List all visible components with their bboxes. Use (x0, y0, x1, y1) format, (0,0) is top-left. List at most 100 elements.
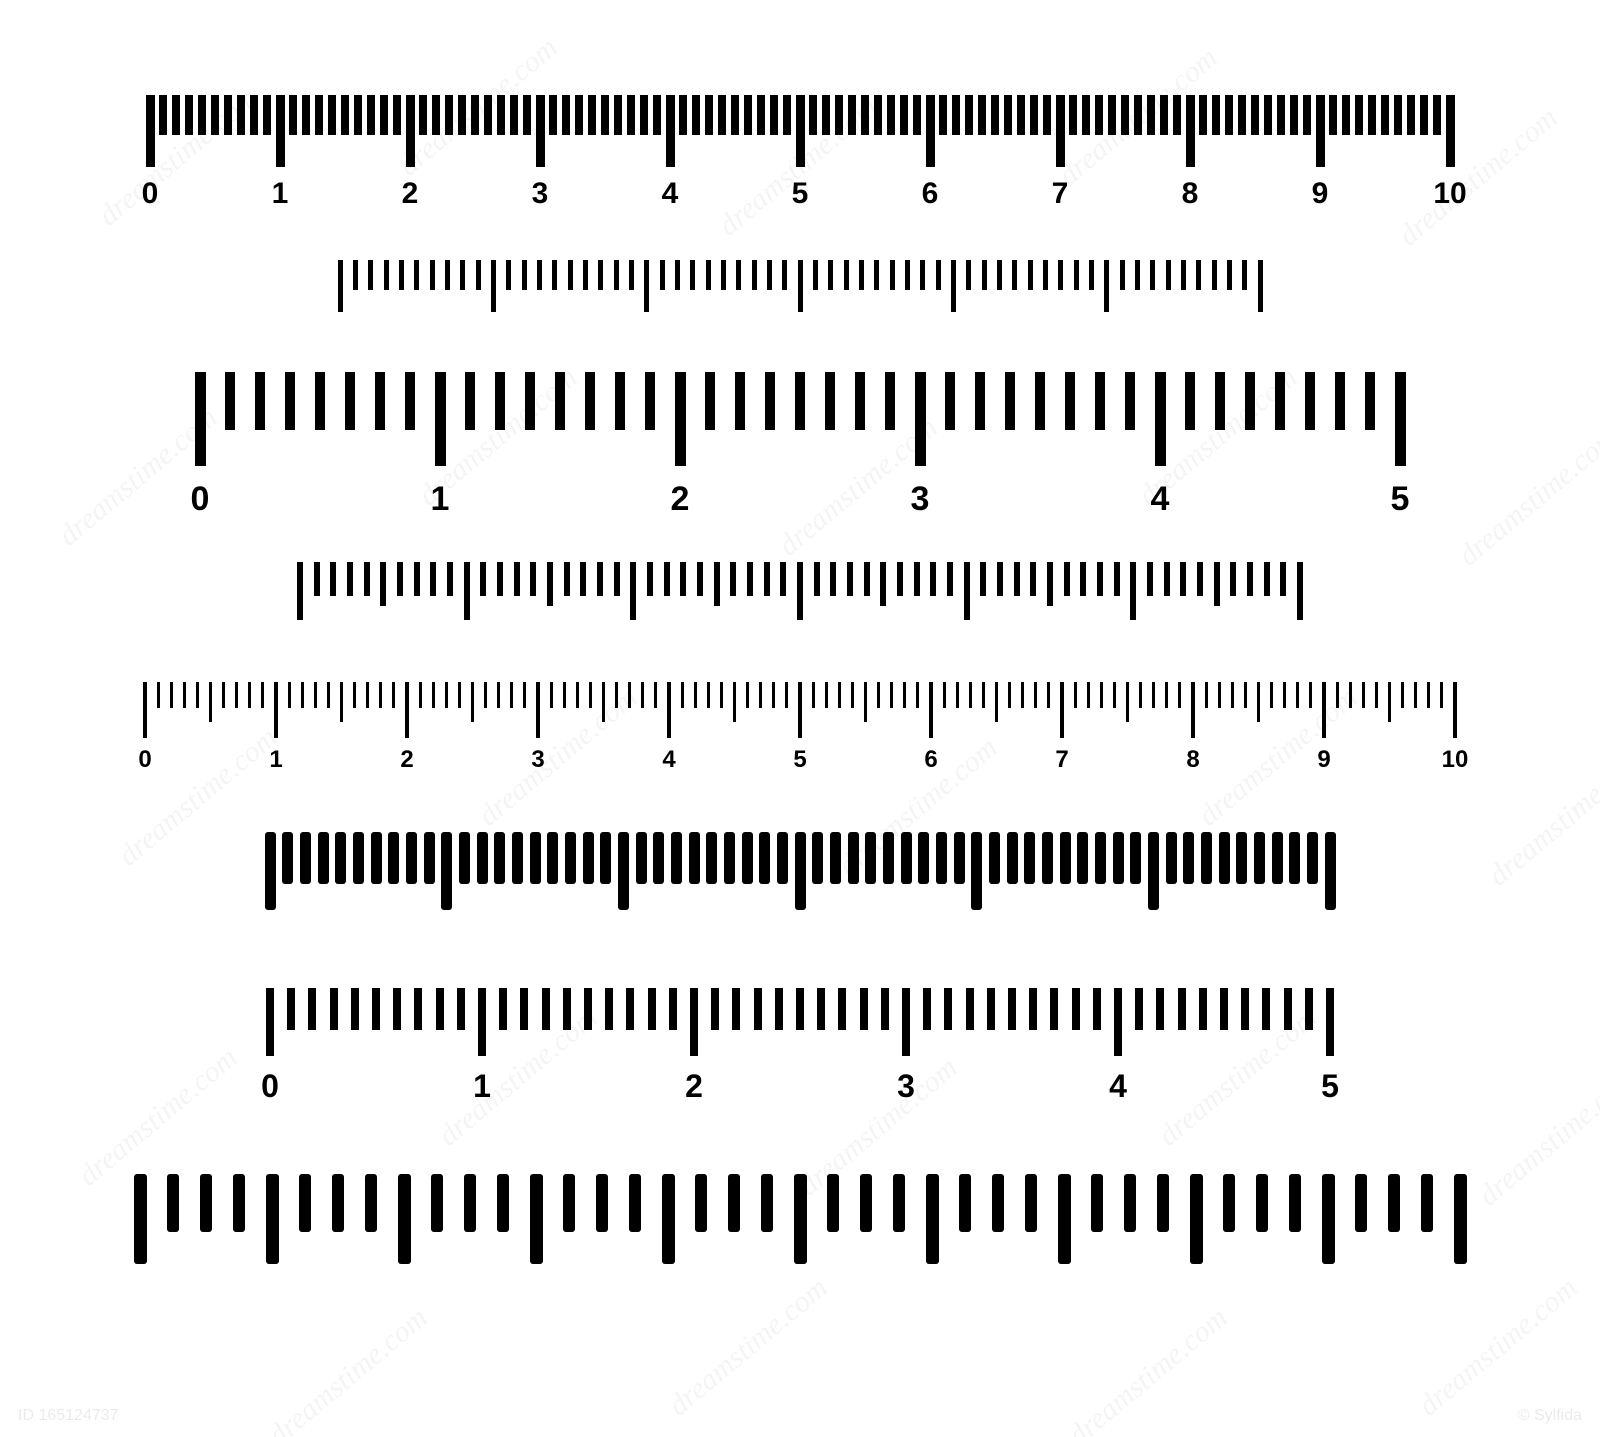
minor-tick (196, 682, 199, 708)
minor-tick (1362, 682, 1365, 708)
major-tick (1058, 1174, 1071, 1264)
minor-tick (525, 372, 535, 430)
minor-tick (1199, 95, 1207, 135)
mid-tick (991, 95, 999, 135)
minor-tick (626, 988, 634, 1030)
mid-tick (372, 988, 380, 1030)
tick-label: 2 (402, 177, 419, 211)
mid-tick (864, 682, 867, 722)
major-tick (406, 95, 415, 167)
minor-tick (1342, 95, 1350, 135)
major-tick (796, 95, 805, 167)
major-tick (143, 682, 147, 738)
minor-tick (282, 832, 293, 884)
minor-tick (1401, 682, 1404, 708)
minor-tick (782, 260, 787, 290)
major-tick (1155, 372, 1166, 466)
minor-tick (371, 832, 382, 884)
minor-tick (1427, 682, 1430, 708)
major-tick (644, 260, 649, 312)
minor-tick (494, 832, 505, 884)
tick-label: 3 (911, 480, 930, 519)
minor-tick (809, 95, 817, 135)
minor-tick (1247, 562, 1253, 596)
minor-tick (1218, 682, 1221, 708)
minor-tick (828, 260, 833, 290)
ruler-7: 012345 (270, 988, 1330, 1106)
minor-tick (301, 682, 304, 708)
major-tick (1186, 95, 1195, 167)
minor-tick (707, 682, 710, 708)
major-tick (274, 682, 278, 738)
major-tick (491, 260, 496, 312)
minor-tick (640, 95, 648, 135)
minor-tick (1290, 95, 1298, 135)
minor-tick (497, 95, 505, 135)
major-tick (951, 260, 956, 312)
mid-tick (471, 95, 479, 135)
minor-tick (1025, 1174, 1037, 1232)
minor-tick (1113, 832, 1124, 884)
minor-tick (330, 562, 336, 596)
minor-tick (848, 832, 859, 884)
mid-tick (530, 832, 541, 884)
minor-tick (777, 832, 788, 884)
minor-tick (484, 95, 492, 135)
minor-tick (615, 372, 625, 430)
minor-tick (1289, 832, 1300, 884)
minor-tick (697, 562, 703, 596)
minor-tick (1156, 988, 1164, 1030)
minor-tick (660, 260, 665, 290)
major-tick (134, 1174, 147, 1264)
minor-tick (368, 260, 373, 290)
minor-tick (982, 682, 985, 708)
minor-tick (563, 988, 571, 1030)
minor-tick (645, 372, 655, 430)
minor-tick (918, 832, 929, 884)
minor-tick (523, 682, 526, 708)
minor-tick (1254, 832, 1265, 884)
minor-tick (460, 260, 465, 290)
minor-tick (835, 95, 843, 135)
ruler-8 (140, 1174, 1460, 1264)
minor-tick (775, 988, 783, 1030)
minor-tick (735, 372, 745, 430)
minor-tick (1004, 95, 1012, 135)
major-tick (536, 95, 545, 167)
minor-tick (237, 95, 245, 135)
minor-tick (514, 562, 520, 596)
minor-tick (431, 1174, 443, 1232)
minor-tick (302, 95, 310, 135)
mid-tick (1256, 1174, 1268, 1232)
tick-label: 4 (662, 746, 675, 774)
minor-tick (458, 682, 461, 708)
minor-tick (1147, 95, 1155, 135)
minor-tick (969, 682, 972, 708)
minor-tick (345, 372, 355, 430)
tick-label: 1 (473, 1068, 491, 1105)
mid-tick (706, 832, 717, 884)
minor-tick (1095, 95, 1103, 135)
minor-tick (747, 562, 753, 596)
minor-tick (1152, 682, 1155, 708)
minor-tick (653, 95, 661, 135)
minor-tick (1008, 682, 1011, 708)
tick-label: 9 (1317, 746, 1330, 774)
minor-tick (1050, 988, 1058, 1030)
major-tick (276, 95, 285, 167)
major-tick (1056, 95, 1065, 167)
minor-tick (477, 832, 488, 884)
minor-tick (947, 562, 953, 596)
minor-tick (954, 832, 965, 884)
mid-tick (1251, 95, 1259, 135)
minor-tick (1365, 372, 1375, 430)
mid-tick (861, 95, 869, 135)
major-tick (266, 988, 274, 1056)
minor-tick (447, 562, 453, 596)
minor-tick (1225, 95, 1233, 135)
minor-tick (615, 682, 618, 708)
minor-tick (170, 682, 173, 708)
minor-tick (692, 95, 700, 135)
tick-label: 5 (1391, 480, 1410, 519)
minor-tick (159, 95, 167, 135)
